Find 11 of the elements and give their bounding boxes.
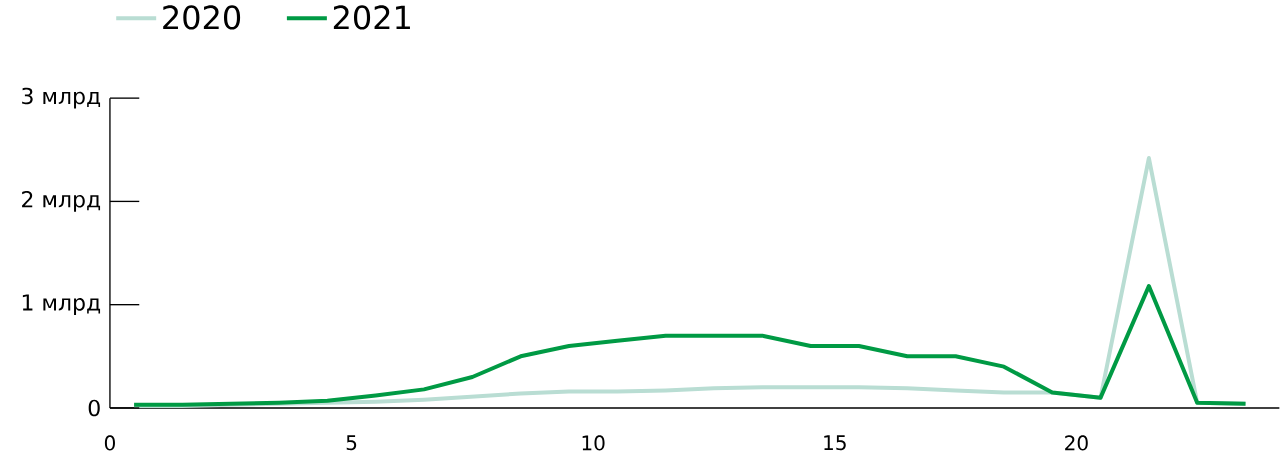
y-tick-label: 0 (88, 399, 100, 417)
legend-label: 2020 (163, 5, 241, 30)
y-tick-label: 2 млрд (22, 191, 101, 212)
x-tick-label: 5 (346, 435, 357, 451)
x-tick-label: 15 (824, 435, 846, 451)
x-tick-label: 0 (104, 435, 115, 451)
y-tick-label: 3 млрд (22, 87, 101, 109)
x-tick-label: 20 (1065, 435, 1088, 451)
legend-label: 2021 (333, 5, 410, 30)
x-tick-label: 10 (582, 435, 605, 451)
y-tick-label: 1 млрд (22, 294, 101, 316)
